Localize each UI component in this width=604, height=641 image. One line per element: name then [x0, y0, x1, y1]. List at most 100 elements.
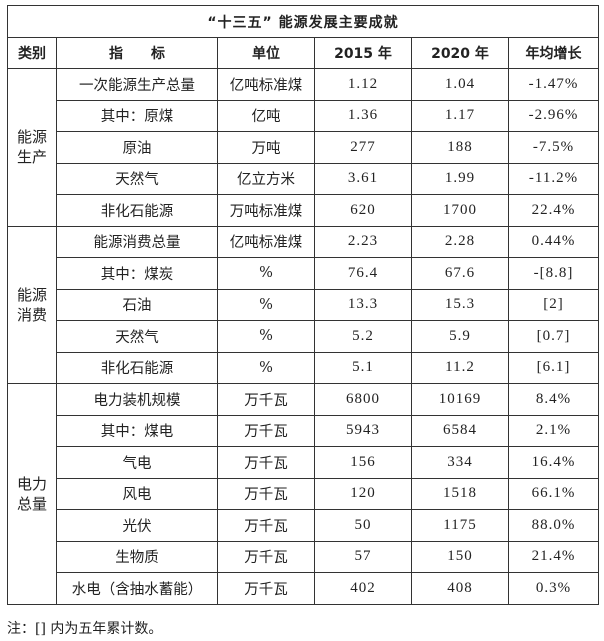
annual-growth-cell: 0.44% [508, 225, 599, 258]
indicator-cell: 水电（含抽水蓄能） [56, 572, 218, 605]
value-2015-cell: 1.12 [314, 68, 412, 101]
value-2020-cell: 67.6 [411, 257, 509, 290]
unit-cell: 亿吨标准煤 [217, 225, 315, 258]
value-2020-cell: 1700 [411, 194, 509, 227]
annual-growth-cell: 88.0% [508, 509, 599, 542]
table-row: 电力总量 电力装机规模 万千瓦 6800 10169 8.4% [7, 383, 599, 605]
table-row: 风电 万千瓦 120 1518 66.1% [8, 477, 599, 510]
table-row: 其中：原煤 亿吨 1.36 1.17 -2.96% [8, 99, 599, 132]
annual-growth-cell: [0.7] [508, 320, 599, 353]
unit-cell: % [217, 288, 315, 321]
value-2015-cell: 5943 [314, 414, 412, 447]
annual-growth-cell: -1.47% [508, 68, 599, 101]
value-2015-cell: 402 [314, 572, 412, 605]
header-category: 类别 [7, 37, 57, 69]
header-growth: 年均增长 [508, 37, 599, 69]
table-title: “十三五” 能源发展主要成就 [7, 5, 599, 38]
unit-cell: 亿吨标准煤 [217, 68, 315, 101]
value-2015-cell: 13.3 [314, 288, 412, 321]
header-2020: 2020 年 [411, 37, 509, 69]
table-row: 水电（含抽水蓄能） 万千瓦 402 408 0.3% [8, 572, 599, 605]
energy-achievements-table: “十三五” 能源发展主要成就 类别 指 标 单位 2015 年 2020 年 年… [7, 5, 599, 605]
table-row: 原油 万吨 277 188 -7.5% [8, 131, 599, 164]
indicator-cell: 气电 [56, 446, 218, 479]
annual-growth-cell: 2.1% [508, 414, 599, 447]
value-2020-cell: 1.04 [411, 68, 509, 101]
category-cell: 电力总量 [7, 383, 57, 605]
unit-cell: 万千瓦 [217, 414, 315, 447]
category-cell: 能源生产 [7, 68, 57, 227]
unit-cell: 万千瓦 [217, 540, 315, 573]
value-2015-cell: 156 [314, 446, 412, 479]
indicator-cell: 非化石能源 [56, 351, 218, 384]
value-2020-cell: 334 [411, 446, 509, 479]
indicator-cell: 能源消费总量 [56, 225, 218, 258]
indicator-cell: 其中：原煤 [56, 99, 218, 132]
value-2015-cell: 76.4 [314, 257, 412, 290]
header-2015: 2015 年 [314, 37, 412, 69]
table-row: 石油% 13.3 15.3 [2] [8, 288, 599, 321]
annual-growth-cell: [6.1] [508, 351, 599, 384]
annual-growth-cell: 8.4% [508, 383, 599, 416]
value-2020-cell: 6584 [411, 414, 509, 447]
value-2020-cell: 1175 [411, 509, 509, 542]
indicator-cell: 非化石能源 [56, 194, 218, 227]
unit-cell: 万千瓦 [217, 509, 315, 542]
indicator-cell: 其中：煤电 [56, 414, 218, 447]
unit-cell: % [217, 320, 315, 353]
value-2015-cell: 1.36 [314, 99, 412, 132]
value-2015-cell: 6800 [314, 383, 412, 416]
indicator-cell: 天然气 [56, 320, 218, 353]
value-2015-cell: 277 [314, 131, 412, 164]
annual-growth-cell: 66.1% [508, 477, 599, 510]
table-row: 天然气 亿立方米 3.61 1.99 -11.2% [8, 162, 599, 195]
table-row: 生物质 万千瓦 57 150 21.4% [8, 540, 599, 573]
unit-cell: 亿吨 [217, 99, 315, 132]
value-2020-cell: 1.99 [411, 162, 509, 195]
value-2015-cell: 120 [314, 477, 412, 510]
indicator-cell: 光伏 [56, 509, 218, 542]
value-2015-cell: 57 [314, 540, 412, 573]
value-2015-cell: 5.2 [314, 320, 412, 353]
value-2020-cell: 2.28 [411, 225, 509, 258]
annual-growth-cell: 0.3% [508, 572, 599, 605]
value-2015-cell: 620 [314, 194, 412, 227]
table-row: 非化石能源% 5.1 11.2 [6.1] [8, 351, 599, 384]
indicator-cell: 风电 [56, 477, 218, 510]
table-row: 能源消费 能源消费总量 亿吨标准煤 2.23 2.28 0.44% [7, 225, 599, 384]
annual-growth-cell: -11.2% [508, 162, 599, 195]
category-cell: 能源消费 [7, 225, 57, 384]
indicator-cell: 原油 [56, 131, 218, 164]
indicator-cell: 石油 [56, 288, 218, 321]
value-2015-cell: 5.1 [314, 351, 412, 384]
value-2020-cell: 10169 [411, 383, 509, 416]
indicator-cell: 其中：煤炭 [56, 257, 218, 290]
annual-growth-cell: 16.4% [508, 446, 599, 479]
annual-growth-cell: 22.4% [508, 194, 599, 227]
indicator-cell: 电力装机规模 [56, 383, 218, 416]
value-2015-cell: 2.23 [314, 225, 412, 258]
unit-cell: 万吨 [217, 131, 315, 164]
value-2020-cell: 150 [411, 540, 509, 573]
unit-cell: 万千瓦 [217, 446, 315, 479]
unit-cell: 万千瓦 [217, 383, 315, 416]
footnote: 注：[] 内为五年累计数。 [7, 621, 163, 637]
unit-cell: 万千瓦 [217, 477, 315, 510]
value-2015-cell: 3.61 [314, 162, 412, 195]
value-2020-cell: 1518 [411, 477, 509, 510]
annual-growth-cell: -7.5% [508, 131, 599, 164]
table-row: 其中：煤电 万千瓦 5943 6584 2.1% [8, 414, 599, 447]
value-2020-cell: 188 [411, 131, 509, 164]
annual-growth-cell: -[8.8] [508, 257, 599, 290]
table-row: 气电 万千瓦 156 334 16.4% [8, 446, 599, 479]
unit-cell: 万吨标准煤 [217, 194, 315, 227]
indicator-cell: 天然气 [56, 162, 218, 195]
indicator-cell: 一次能源生产总量 [56, 68, 218, 101]
value-2020-cell: 15.3 [411, 288, 509, 321]
annual-growth-cell: [2] [508, 288, 599, 321]
value-2020-cell: 1.17 [411, 99, 509, 132]
header-unit: 单位 [217, 37, 315, 69]
unit-cell: 万千瓦 [217, 572, 315, 605]
header-indicator: 指 标 [56, 37, 218, 69]
annual-growth-cell: 21.4% [508, 540, 599, 573]
